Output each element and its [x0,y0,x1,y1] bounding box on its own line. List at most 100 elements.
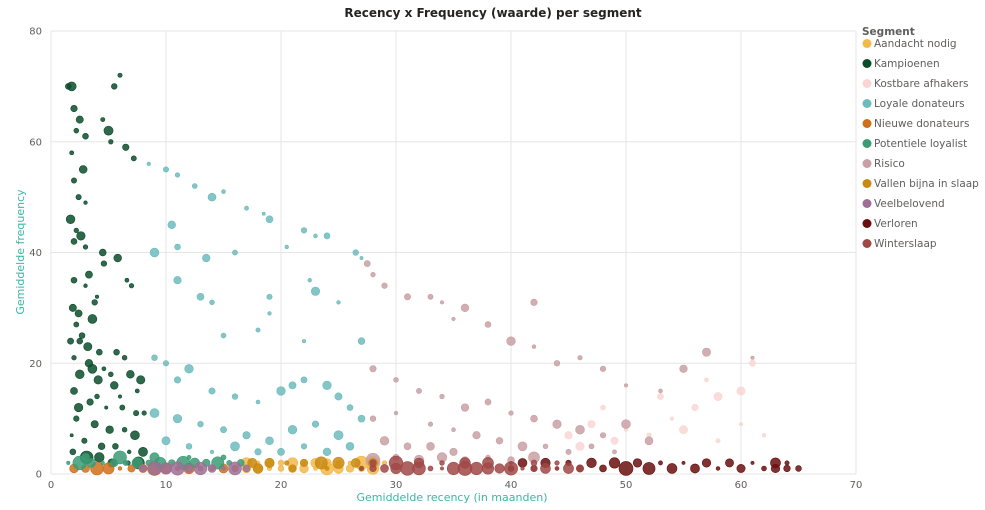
data-point[interactable] [520,466,525,471]
data-point[interactable] [66,460,71,465]
data-point[interactable] [451,316,456,322]
data-point[interactable] [75,194,82,201]
data-point[interactable] [244,205,249,211]
data-point[interactable] [197,421,204,428]
data-point[interactable] [413,457,425,469]
data-point[interactable] [313,233,318,239]
data-point[interactable] [108,139,114,145]
data-point[interactable] [761,433,767,438]
data-point[interactable] [138,446,148,457]
data-point[interactable] [108,371,114,378]
data-point[interactable] [124,277,130,283]
data-point[interactable] [87,363,98,374]
data-point[interactable] [658,388,663,394]
data-point[interactable] [139,464,147,473]
data-point[interactable] [70,238,78,245]
data-point[interactable] [300,227,308,234]
data-point[interactable] [261,211,266,216]
data-point[interactable] [97,442,106,450]
data-point[interactable] [186,455,192,460]
data-point[interactable] [220,332,227,339]
data-point[interactable] [460,403,470,412]
data-point[interactable] [83,200,88,205]
data-point[interactable] [577,355,583,361]
data-point[interactable] [85,270,93,279]
data-point[interactable] [230,441,240,452]
data-point[interactable] [101,366,107,372]
data-point[interactable] [352,249,359,256]
data-point[interactable] [71,177,77,184]
data-point[interactable] [459,457,471,469]
data-point[interactable] [449,447,458,456]
data-point[interactable] [184,464,194,473]
data-point[interactable] [323,232,331,240]
data-point[interactable] [509,460,513,465]
data-point[interactable] [484,398,492,406]
data-point[interactable] [350,458,361,468]
data-point[interactable] [86,398,94,406]
data-point[interactable] [94,393,100,400]
data-point[interactable] [288,381,297,390]
data-point[interactable] [221,189,226,194]
data-point[interactable] [783,464,791,473]
data-point[interactable] [232,249,238,256]
data-point[interactable] [170,461,185,476]
data-point[interactable] [110,381,119,390]
data-point[interactable] [277,459,285,467]
data-point[interactable] [588,443,595,450]
data-point[interactable] [113,450,127,465]
data-point[interactable] [149,408,160,418]
data-point[interactable] [242,431,251,440]
data-point[interactable] [575,424,585,435]
data-point[interactable] [307,278,312,283]
data-point[interactable] [393,410,399,416]
data-point[interactable] [300,376,308,384]
data-point[interactable] [265,215,274,224]
data-point[interactable] [795,465,802,472]
legend-item-label[interactable]: Kostbare afhakers [874,78,969,90]
data-point[interactable] [427,465,434,472]
data-point[interactable] [94,452,105,463]
data-point[interactable] [610,436,619,445]
data-point[interactable] [277,465,285,472]
data-point[interactable] [174,243,181,251]
data-point[interactable] [73,321,80,328]
data-point[interactable] [255,327,261,333]
data-point[interactable] [324,466,330,471]
data-point[interactable] [67,337,74,345]
data-point[interactable] [113,253,122,263]
data-point[interactable] [267,311,272,316]
data-point[interactable] [121,355,128,361]
data-point[interactable] [576,464,584,473]
data-point[interactable] [623,383,628,388]
data-point[interactable] [426,442,435,451]
data-point[interactable] [530,414,538,423]
data-point[interactable] [287,425,298,435]
data-point[interactable] [691,404,699,412]
data-point[interactable] [300,443,308,450]
data-point[interactable] [167,220,176,229]
data-point[interactable] [288,464,297,473]
data-point[interactable] [750,461,755,465]
data-point[interactable] [242,464,251,473]
data-point[interactable] [87,314,98,324]
data-point[interactable] [346,404,354,411]
data-point[interactable] [517,441,528,452]
data-point[interactable] [100,460,105,466]
data-point[interactable] [193,461,208,476]
data-point[interactable] [149,247,160,258]
data-point[interactable] [122,143,130,151]
data-point[interactable] [163,166,169,173]
data-point[interactable] [670,416,674,421]
data-point[interactable] [679,425,688,435]
data-point[interactable] [100,260,108,267]
data-point[interactable] [600,404,606,411]
data-point[interactable] [563,463,574,474]
data-point[interactable] [73,127,80,134]
data-point[interactable] [369,415,377,422]
data-point[interactable] [65,214,76,224]
data-point[interactable] [277,447,285,456]
data-point[interactable] [78,332,86,339]
data-point[interactable] [118,394,122,399]
data-point[interactable] [75,115,84,124]
